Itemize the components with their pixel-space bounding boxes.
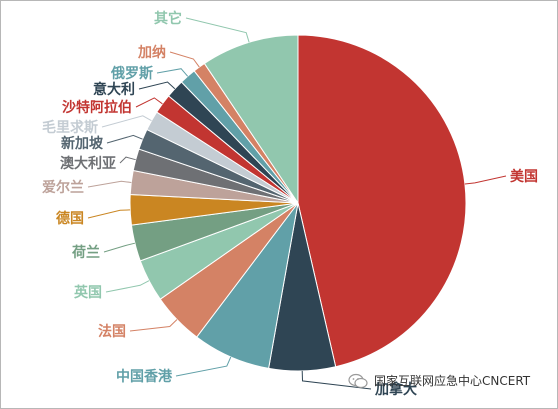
slice-label: 意大利 [93, 81, 135, 98]
pie-slices [129, 34, 467, 372]
slice-label: 中国香港 [116, 368, 173, 385]
leader-line [185, 17, 250, 43]
watermark: 国家互联网应急中心CNCERT [348, 372, 530, 389]
slice-label: 美国 [510, 168, 538, 185]
leader-line [87, 209, 131, 219]
slice-label: 新加坡 [61, 135, 104, 152]
slice-label: 沙特阿拉伯 [62, 99, 132, 116]
label-leader-lines [87, 17, 507, 390]
leader-line [301, 370, 372, 390]
leader-line [87, 180, 132, 188]
leader-line [464, 175, 507, 185]
slice-label: 荷兰 [71, 244, 100, 261]
leader-line [169, 51, 200, 68]
slice-label: 澳大利亚 [60, 155, 116, 172]
leader-line [105, 280, 150, 293]
leader-line [119, 156, 136, 164]
slice-label: 俄罗斯 [110, 65, 153, 82]
slice-label: 德国 [56, 210, 84, 227]
leader-line [156, 68, 189, 77]
slice-label: 毛里求斯 [42, 119, 98, 136]
slice-label: 加拿大 [374, 381, 417, 398]
slice-label: 英国 [73, 284, 102, 301]
leader-line [129, 319, 178, 332]
watermark-text: 国家互联网应急中心CNCERT [374, 374, 531, 388]
leader-line [135, 97, 163, 108]
leader-line [103, 242, 136, 253]
wechat-icon [348, 373, 368, 389]
leader-line [138, 81, 176, 90]
leader-line [175, 356, 232, 377]
leader-line [101, 115, 152, 128]
slice-label: 加纳 [137, 44, 166, 61]
slice-label: 其它 [154, 10, 182, 27]
slice-label: 法国 [98, 323, 126, 340]
slice-label: 爱尔兰 [42, 179, 84, 196]
leader-line [106, 134, 143, 144]
